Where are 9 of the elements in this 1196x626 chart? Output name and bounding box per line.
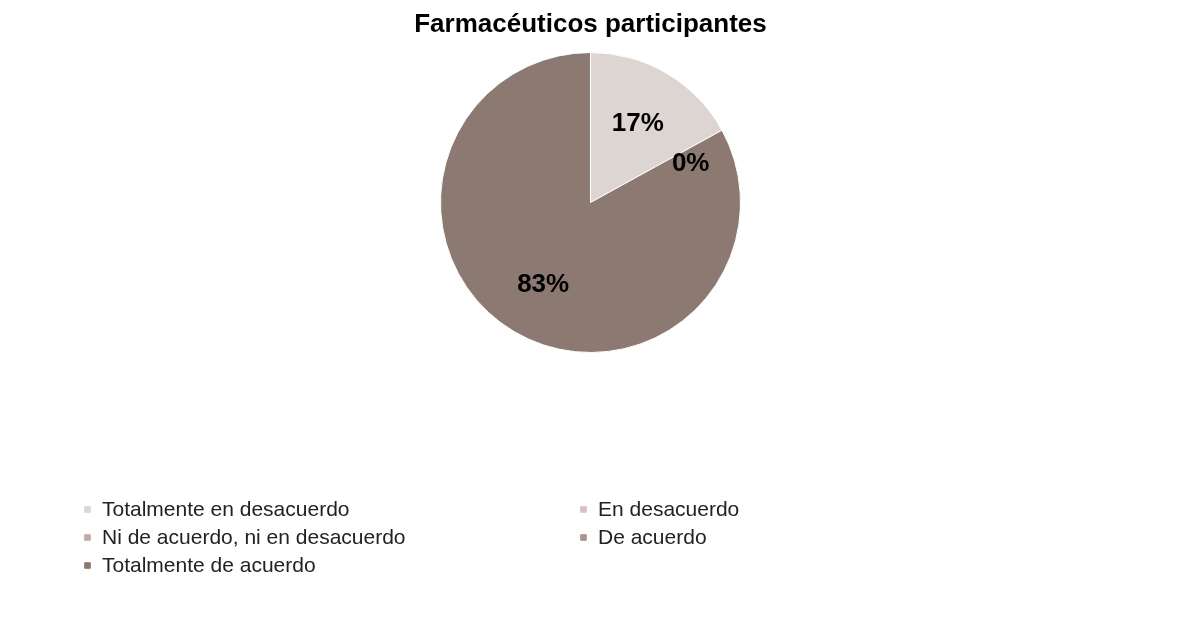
text: 0% <box>671 147 710 178</box>
chart-title: Farmacéuticos participantes <box>414 7 767 38</box>
data-label: 17% <box>611 107 664 138</box>
legend-label: Totalmente en desacuerdo <box>102 497 351 521</box>
legend-label: De acuerdo <box>598 525 708 549</box>
legend-label: En desacuerdo <box>598 497 741 521</box>
data-label: 83% <box>517 267 570 298</box>
legend-label: Ni de acuerdo, ni en desacuerdo <box>102 525 407 549</box>
legend-label: Totalmente de acuerdo <box>102 553 317 577</box>
